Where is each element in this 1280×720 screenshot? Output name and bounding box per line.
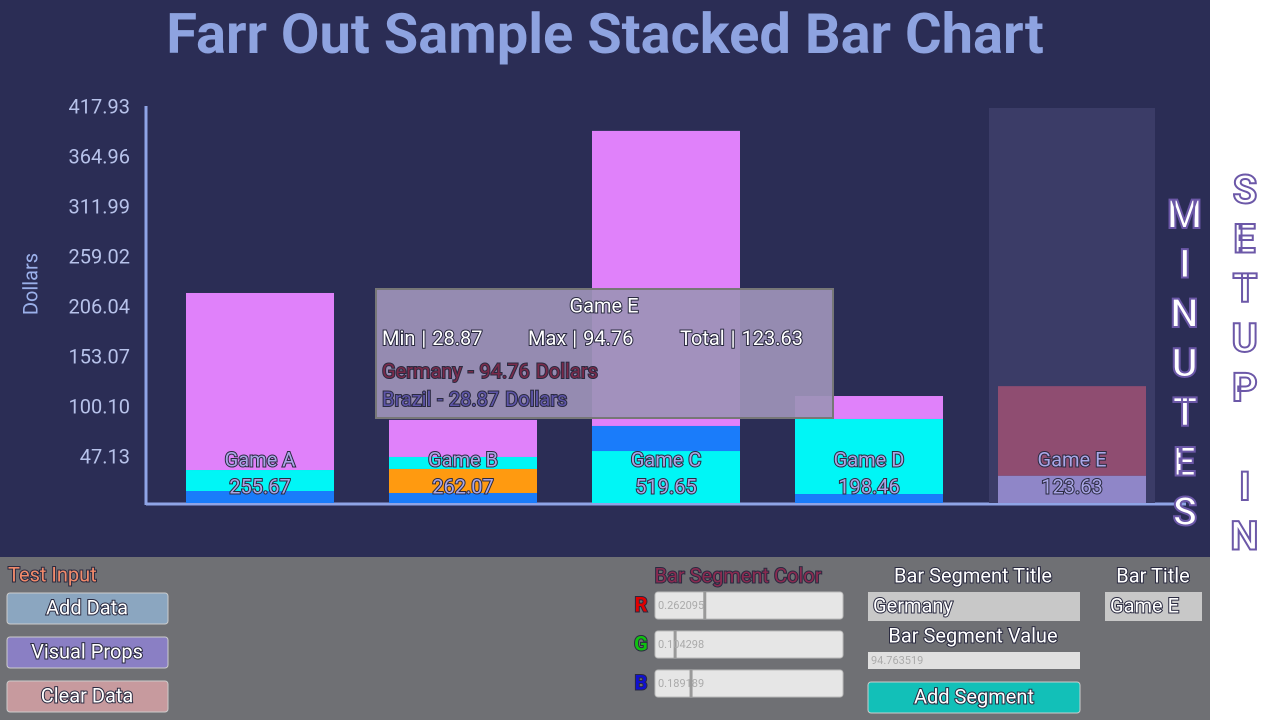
slider-track[interactable] (654, 630, 844, 659)
y-tick-label: 100.10 (69, 395, 130, 419)
slider-handle[interactable] (673, 631, 677, 658)
tooltip-entry-part: Germany (382, 359, 462, 383)
slider-value: 0.262095 (658, 599, 704, 612)
category-label: Game A (225, 447, 296, 471)
slider-handle[interactable] (703, 592, 707, 619)
tooltip-min-part: 28.87 (432, 326, 482, 350)
bar-segment (186, 490, 334, 503)
text-field[interactable] (868, 592, 1080, 621)
button[interactable] (6, 680, 169, 713)
total-label: 255.67 (229, 474, 290, 498)
tooltip-entry-part: - (437, 387, 443, 411)
bar-segment (998, 386, 1146, 476)
banner: SETUP IN MINUTES (1160, 165, 1269, 563)
bar-segment (389, 419, 537, 457)
bar-segment (592, 451, 740, 503)
text-field[interactable] (868, 652, 1080, 669)
slider-value: 0.189189 (658, 677, 704, 690)
tooltip-entry-part: 94.76 (479, 359, 529, 383)
y-tick-label: 417.93 (69, 94, 130, 118)
tooltip-entry: Germany -94.76 Dollars (382, 359, 598, 383)
slider-track[interactable] (654, 591, 844, 620)
app: Farr Out Sample Stacked Bar Chart Dollar… (0, 0, 1210, 720)
tooltip-max-part: | (572, 326, 577, 350)
y-tick-label: 206.04 (69, 295, 130, 319)
bar-segment (998, 475, 1146, 503)
channel-label: B (635, 670, 648, 694)
field-value: Germany (873, 593, 953, 617)
tooltip-max-part: Max (528, 326, 566, 350)
tooltip-min: Min | 28.87 (382, 326, 483, 350)
tooltip-max: Max | 94.76 (528, 326, 633, 350)
total-label: 123.63 (1041, 474, 1102, 498)
bar-segment (592, 425, 740, 452)
field-value: Game E (1110, 593, 1179, 617)
tooltip-title: Game E (570, 293, 639, 317)
tooltip-entry-part: Brazil (382, 387, 431, 411)
field-value: 94.763519 (871, 654, 923, 667)
button-label: Visual Props (31, 639, 143, 663)
tooltip-max-part: 94.76 (583, 326, 633, 350)
button-label: Clear Data (41, 683, 134, 707)
tooltip-total-part: | (731, 326, 736, 350)
tooltip-entry-part: 28.87 (449, 387, 499, 411)
button-label: Add Data (46, 595, 128, 619)
y-axis-label: Dollars (18, 253, 42, 315)
tooltip-total: Total | 123.63 (680, 326, 803, 350)
button[interactable] (6, 636, 169, 669)
slider-value: 0.104298 (658, 638, 704, 651)
bar-segment (389, 492, 537, 503)
category-label: Game B (428, 447, 498, 471)
channel-label: G (634, 631, 648, 655)
chart-title: Farr Out Sample Stacked Bar Chart (166, 1, 1044, 67)
bar-segment (186, 470, 334, 491)
total-label: 519.65 (635, 474, 696, 498)
field-label: Bar Segment Value (888, 623, 1057, 647)
tooltip-min-part: | (421, 326, 426, 350)
category-label: Game E (1038, 447, 1107, 471)
total-label: 262.07 (432, 474, 493, 498)
category-label: Game D (834, 447, 905, 471)
bar-segment (795, 418, 943, 495)
category-label: Game C (631, 447, 702, 471)
bar-segment (389, 468, 537, 493)
bar-segment (186, 292, 334, 471)
section-label: Test Input (8, 562, 97, 586)
y-tick-label: 153.07 (69, 345, 130, 369)
tooltip-entry-part: - (468, 359, 474, 383)
button[interactable] (867, 681, 1081, 714)
slider-handle[interactable] (689, 670, 693, 697)
y-tick-label: 259.02 (69, 244, 130, 268)
slider-track[interactable] (654, 669, 844, 698)
tooltip-entry-part: Dollars (505, 387, 567, 411)
total-label: 198.46 (838, 474, 899, 498)
field-label: Bar Segment Title (894, 563, 1052, 587)
y-tick-label: 364.96 (69, 144, 130, 168)
text-field[interactable] (1105, 592, 1202, 621)
tooltip-min-part: Min (382, 326, 415, 350)
tooltip-total-part: 123.63 (742, 326, 803, 350)
field-label: Bar Title (1116, 563, 1190, 587)
bar-segment (795, 494, 943, 503)
section-label: Bar Segment Color (655, 563, 822, 587)
y-tick-label: 47.13 (80, 445, 130, 469)
y-tick-label: 311.99 (69, 194, 130, 218)
bar-segment (389, 456, 537, 469)
tooltip-entry-part: Dollars (536, 359, 598, 383)
tooltip-total-part: Total (680, 326, 725, 350)
button[interactable] (6, 592, 169, 625)
channel-label: R (635, 592, 648, 616)
tooltip-box (375, 288, 834, 419)
button-label: Add Segment (914, 684, 1034, 708)
tooltip-entry: Brazil -28.87 Dollars (382, 387, 567, 411)
